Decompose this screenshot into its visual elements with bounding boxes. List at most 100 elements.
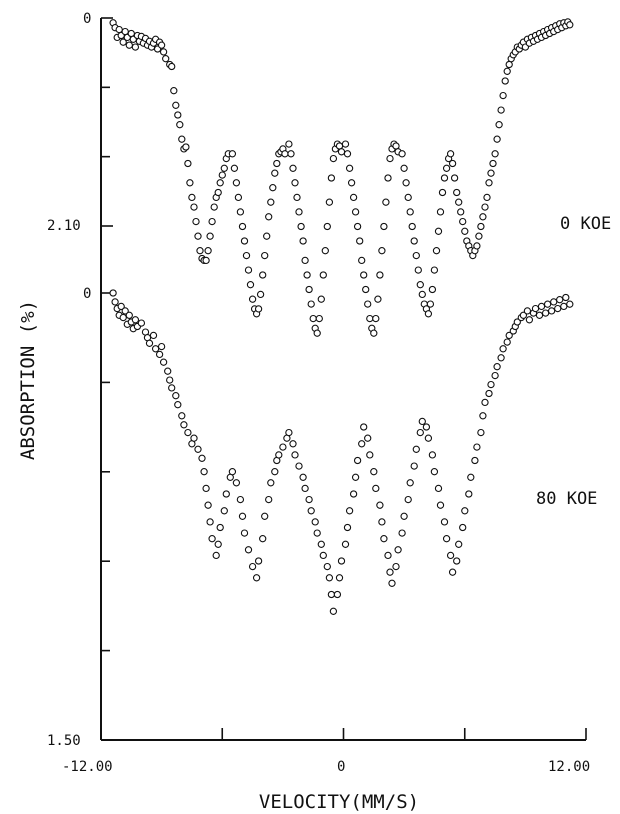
bottom-panel-data-point (279, 443, 287, 451)
top-panel-data-point (503, 67, 511, 75)
top-panel-data-point (228, 150, 237, 158)
top-panel-data-point (398, 150, 406, 158)
bottom-panel-data-point (117, 302, 125, 311)
bottom-panel-data-point (295, 462, 303, 470)
bottom-panel-data-point (194, 445, 202, 453)
bottom-panel-data-point (505, 331, 513, 340)
top-panel-data-point (297, 222, 305, 231)
bottom-panel-data-point (467, 473, 475, 481)
top-panel-data-point (372, 314, 380, 323)
bottom-panel-data-point (155, 350, 164, 359)
top-panel-data-point (386, 154, 394, 163)
bottom-panel-data-point (125, 311, 133, 319)
top-panel-data-point (172, 101, 180, 109)
top-panel-data-point (119, 38, 127, 46)
top-panel-data-point (315, 314, 323, 323)
bottom-panel-data-point (554, 304, 562, 313)
bottom-panel-data-point (180, 421, 188, 429)
top-panel-data-point (408, 222, 416, 231)
top-panel-data-point (214, 188, 222, 197)
top-panel-data-point (261, 251, 269, 260)
top-panel-data-point (168, 62, 176, 71)
top-panel-data-point (566, 21, 574, 29)
top-panel-data-point (287, 150, 295, 158)
bottom-panel-data-point (200, 468, 208, 476)
top-panel-data-point (313, 329, 321, 337)
top-panel-data-point (267, 198, 275, 206)
bottom-panel-data-point (541, 309, 550, 317)
y-tick-label-bottom-max: 1.50 (47, 733, 81, 749)
top-panel-data-point (196, 247, 204, 255)
top-panel-data-point (374, 295, 382, 303)
top-panel-data-point (157, 41, 166, 49)
top-panel-data-point (263, 232, 271, 240)
top-panel-data-point (176, 121, 184, 129)
top-panel-data-point (358, 256, 366, 265)
top-panel-data-point (234, 193, 243, 202)
bottom-panel-data-point (448, 568, 457, 576)
bottom-panel-data-point (499, 345, 507, 353)
bottom-panel-data-point (291, 451, 299, 459)
top-panel-data-point (256, 290, 265, 299)
bottom-panel-data-point (380, 535, 388, 543)
top-panel-data-point (216, 179, 224, 187)
top-panel-data-point (244, 266, 253, 274)
top-panel-data-point (440, 174, 449, 182)
bottom-panel-data-point (404, 495, 412, 504)
bottom-panel-data-point (329, 607, 338, 615)
bottom-panel-data-point (477, 428, 485, 437)
top-panel-data-point (479, 213, 487, 221)
bottom-panel-data-point (327, 590, 336, 599)
bottom-panel-data-point (422, 423, 431, 431)
bottom-panel-data-point (556, 296, 564, 304)
bottom-panel-data-point (335, 574, 344, 582)
top-panel-data-point (307, 300, 315, 308)
bottom-panel-data-point (400, 512, 408, 520)
bottom-panel-data-point (131, 316, 140, 324)
top-panel-data-point (236, 208, 245, 216)
top-panel-data-point (281, 150, 289, 158)
bottom-panel-data-point (531, 304, 540, 313)
top-panel-data-point (170, 87, 178, 95)
bottom-panel-data-point (398, 529, 406, 537)
bottom-panel-data-point (228, 468, 237, 476)
top-panel-data-point (450, 174, 459, 182)
top-panel-data-point (446, 150, 455, 158)
top-panel-data-point (299, 237, 307, 245)
bottom-panel-data-point (323, 562, 331, 571)
top-panel-data-point (194, 232, 202, 240)
bottom-panel-data-point (519, 311, 528, 319)
top-panel-data-point (337, 148, 346, 156)
top-panel-data-point (246, 281, 255, 289)
bottom-panel-data-point (222, 490, 230, 498)
top-panel-data-point (442, 164, 451, 172)
top-panel-data-point (436, 208, 445, 216)
top-panel-data-point (210, 203, 218, 211)
bottom-panel-data-point (137, 319, 146, 327)
top-panel-data-point (402, 179, 410, 187)
top-panel-data-point (453, 188, 461, 197)
top-panel-data-point (265, 213, 273, 221)
top-panel-data-point (289, 164, 297, 172)
top-panel-data-point (366, 314, 374, 323)
bottom-panel-data-point (372, 484, 380, 493)
bottom-panel-data-point (455, 540, 463, 548)
top-panel-data-point (329, 154, 338, 163)
top-panel-data-point (434, 227, 443, 235)
bottom-panel-data-point (238, 512, 247, 520)
top-panel-data-point (184, 159, 192, 168)
bottom-panel-data-point (216, 523, 224, 532)
top-panel-data-point (321, 247, 329, 255)
bottom-panel-data-point (436, 501, 445, 509)
bottom-panel-data-point (265, 495, 273, 504)
top-panel-data-point (192, 217, 200, 226)
bottom-panel-data-point (151, 345, 160, 353)
bottom-panel-data-point (109, 289, 117, 297)
bottom-panel-data-point (351, 473, 360, 481)
bottom-panel-data-point (232, 479, 241, 487)
top-panel-data-point (424, 310, 433, 318)
bottom-panel-data-point (406, 479, 414, 487)
top-panel-data-point (327, 174, 336, 182)
top-panel-data-point (376, 271, 384, 279)
top-panel-data-point (240, 237, 249, 245)
